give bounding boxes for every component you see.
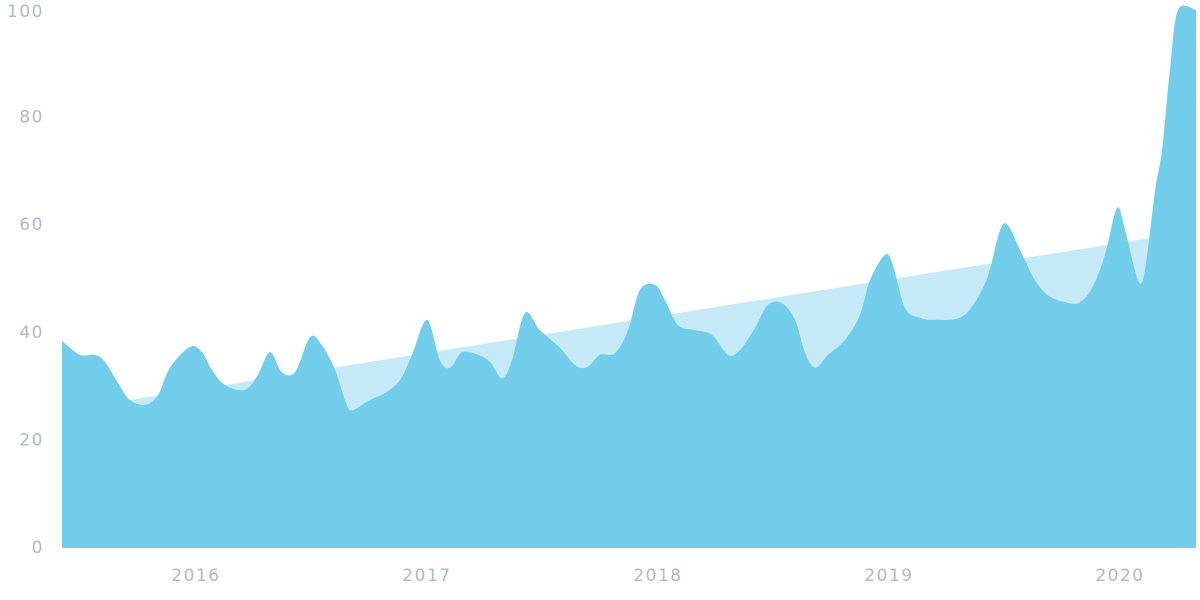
x-tick-label: 2020 — [1095, 566, 1144, 586]
x-tick-label: 2018 — [633, 566, 682, 586]
x-tick-label: 2019 — [864, 566, 913, 586]
x-tick-label: 2016 — [171, 566, 220, 586]
y-tick-label: 40 — [19, 323, 44, 343]
area — [62, 5, 1196, 548]
y-tick-label: 20 — [19, 430, 44, 450]
y-tick-label: 80 — [19, 108, 44, 128]
y-tick-label: 100 — [7, 2, 44, 22]
x-tick-label: 2017 — [402, 566, 451, 586]
y-tick-label: 60 — [19, 215, 44, 235]
y-tick-label: 0 — [32, 538, 44, 558]
